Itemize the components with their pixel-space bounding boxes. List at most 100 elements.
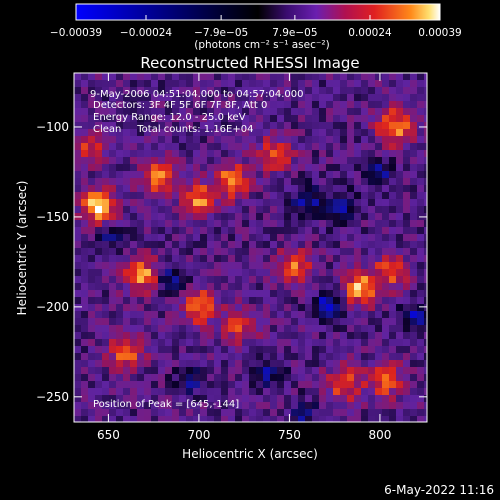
heatmap-cell (116, 199, 123, 206)
heatmap-cell (144, 192, 151, 199)
heatmap-cell (116, 283, 123, 290)
heatmap-cell (81, 283, 88, 290)
heatmap-cell (354, 80, 361, 87)
heatmap-cell (109, 367, 116, 374)
heatmap-cell (81, 150, 88, 157)
heatmap-cell (424, 353, 427, 360)
heatmap-cell (95, 220, 102, 227)
heatmap-cell (305, 241, 312, 248)
heatmap-cell (389, 73, 396, 80)
heatmap-cell (242, 234, 249, 241)
heatmap-cell (249, 304, 256, 311)
heatmap-cell (144, 255, 151, 262)
heatmap-cell (186, 297, 193, 304)
heatmap-cell (158, 199, 165, 206)
heatmap-cell (235, 367, 242, 374)
heatmap-cell (270, 164, 277, 171)
heatmap-cell (256, 164, 263, 171)
heatmap-cell (284, 150, 291, 157)
heatmap-cell (81, 227, 88, 234)
heatmap-cell (389, 374, 396, 381)
heatmap-cell (88, 374, 95, 381)
heatmap-cell (137, 409, 144, 416)
heatmap-cell (137, 108, 144, 115)
heatmap-cell (95, 213, 102, 220)
heatmap-cell (81, 416, 88, 422)
heatmap-cell (137, 262, 144, 269)
heatmap-cell (284, 227, 291, 234)
heatmap-cell (242, 220, 249, 227)
heatmap-cell (263, 178, 270, 185)
heatmap-cell (102, 192, 109, 199)
heatmap-cell (263, 87, 270, 94)
heatmap-cell (123, 122, 130, 129)
heatmap-cell (354, 115, 361, 122)
heatmap-cell (333, 108, 340, 115)
heatmap-cell (123, 143, 130, 150)
heatmap-cell (277, 241, 284, 248)
heatmap-cell (221, 143, 228, 150)
heatmap-cell (382, 311, 389, 318)
heatmap-cell (333, 136, 340, 143)
heatmap-cell (193, 276, 200, 283)
heatmap-cell (424, 325, 427, 332)
heatmap-cell (200, 143, 207, 150)
heatmap-cell (130, 80, 137, 87)
heatmap-cell (403, 94, 410, 101)
heatmap-cell (186, 108, 193, 115)
heatmap-cell (130, 332, 137, 339)
heatmap-cell (256, 283, 263, 290)
heatmap-cell (109, 346, 116, 353)
heatmap-cell (291, 416, 298, 422)
heatmap-cell (74, 178, 81, 185)
heatmap-cell (417, 241, 424, 248)
heatmap-cell (326, 171, 333, 178)
heatmap-cell (403, 283, 410, 290)
heatmap-cell (256, 374, 263, 381)
heatmap-cell (396, 87, 403, 94)
heatmap-cell (410, 129, 417, 136)
heatmap-cell (172, 353, 179, 360)
heatmap-cell (95, 318, 102, 325)
heatmap-cell (81, 381, 88, 388)
heatmap-cell (312, 87, 319, 94)
heatmap-cell (193, 346, 200, 353)
heatmap-cell (396, 234, 403, 241)
heatmap-cell (389, 262, 396, 269)
heatmap-cell (417, 325, 424, 332)
heatmap-cell (144, 346, 151, 353)
heatmap-cell (312, 304, 319, 311)
heatmap-cell (81, 241, 88, 248)
heatmap-cell (291, 325, 298, 332)
heatmap-cell (102, 234, 109, 241)
heatmap-cell (277, 388, 284, 395)
heatmap-cell (396, 101, 403, 108)
heatmap-cell (375, 255, 382, 262)
heatmap-cell (389, 339, 396, 346)
heatmap-cell (424, 297, 427, 304)
heatmap-cell (396, 94, 403, 101)
heatmap-cell (151, 164, 158, 171)
heatmap-cell (88, 136, 95, 143)
heatmap-cell (284, 269, 291, 276)
heatmap-cell (263, 115, 270, 122)
heatmap-cell (88, 381, 95, 388)
heatmap-cell (361, 332, 368, 339)
heatmap-cell (137, 255, 144, 262)
heatmap-cell (270, 241, 277, 248)
y-tick-label: −100 (36, 120, 69, 134)
heatmap-cell (200, 416, 207, 422)
heatmap-cell (158, 94, 165, 101)
heatmap-cell (200, 262, 207, 269)
heatmap-cell (137, 388, 144, 395)
heatmap-cell (228, 87, 235, 94)
heatmap-cell (179, 374, 186, 381)
heatmap-cell (410, 122, 417, 129)
heatmap-cell (291, 136, 298, 143)
heatmap-cell (368, 178, 375, 185)
heatmap-cell (417, 381, 424, 388)
heatmap-cell (333, 94, 340, 101)
heatmap-cell (417, 122, 424, 129)
heatmap-cell (291, 206, 298, 213)
heatmap-cell (158, 374, 165, 381)
